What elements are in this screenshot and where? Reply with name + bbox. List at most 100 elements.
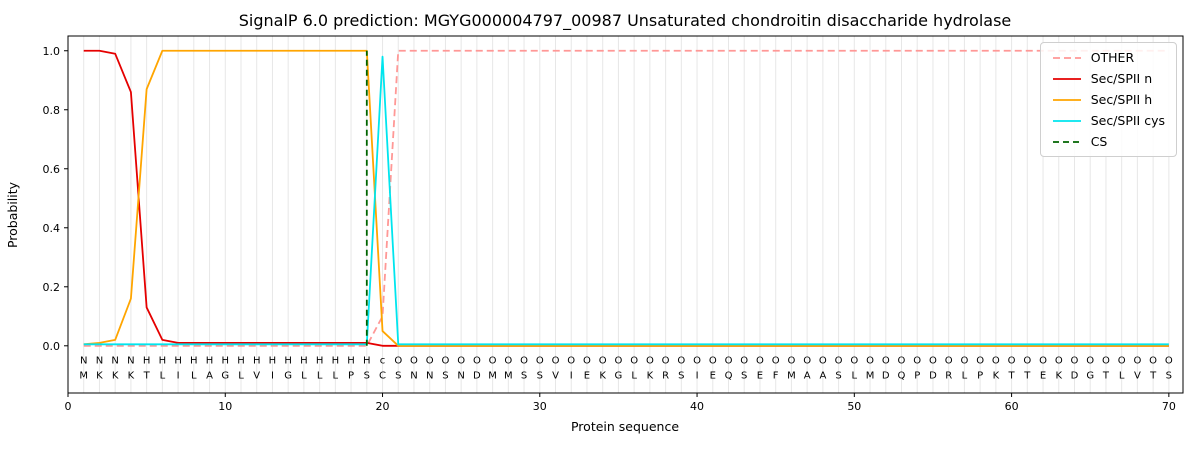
legend-item-sec-spii-h: Sec/SPII h [1052,92,1165,107]
sequence-residue: L [160,370,166,381]
region-label: H [143,356,151,367]
x-tick-label: 60 [1005,400,1019,413]
region-label: O [835,356,843,367]
sequence-residue: E [1040,370,1046,381]
sequence-residue: T [1102,370,1110,381]
region-label: O [882,356,890,367]
sequence-residue: S [835,370,841,381]
sequence-residue: S [537,370,543,381]
region-label: H [347,356,355,367]
region-label: O [520,356,528,367]
region-label: O [473,356,481,367]
legend-label: Sec/SPII n [1090,71,1153,86]
sequence-residue: D [882,370,890,381]
region-label: H [363,356,371,367]
sequence-residue: S [395,370,401,381]
region-label: N [96,356,103,367]
sequence-residue: K [112,370,119,381]
region-label: O [1023,356,1031,367]
x-tick-label: 50 [847,400,861,413]
sequence-residue: L [962,370,968,381]
y-tick-label: 0.4 [43,222,61,235]
region-label: O [725,356,733,367]
sequence-residue: S [442,370,448,381]
sequence-residue: R [662,370,669,381]
legend-line-sample-sec-spii-h [1052,98,1081,101]
sequence-residue: L [631,370,637,381]
legend: OTHER Sec/SPII n Sec/SPII h Sec/SPII cys CS [1039,42,1177,157]
sequence-residue: T [1023,370,1031,381]
region-label: H [316,356,324,367]
sequence-residue: D [1071,370,1079,381]
legend-line-sample-cs [1052,140,1081,143]
legend-label: OTHER [1090,50,1135,65]
sequence-residue: L [191,370,197,381]
sequence-residue: V [253,370,260,381]
region-label: O [913,356,921,367]
sequence-residue: G [1086,370,1094,381]
sequence-residue: G [284,370,292,381]
region-label: H [206,356,214,367]
legend-item-sec-spii-n: Sec/SPII n [1052,71,1165,86]
series-line-sec-spii-n [83,49,1169,347]
sequence-residue: A [804,370,811,381]
region-label: O [960,356,968,367]
sequence-residue: T [143,370,151,381]
y-tick-label: 0.2 [43,281,61,294]
gridlines [83,36,1170,393]
region-label: O [898,356,906,367]
legend-label: Sec/SPII cys [1090,113,1165,128]
region-label: H [300,356,308,367]
region-label: c [380,356,386,367]
sequence-residue: S [678,370,684,381]
region-label: O [552,356,560,367]
region-label: H [284,356,292,367]
legend-item-sec-spii-cys: Sec/SPII cys [1052,113,1165,128]
region-label: O [441,356,449,367]
sequence-residue: F [773,370,779,381]
region-label: O [1071,356,1079,367]
legend-label: Sec/SPII h [1090,92,1153,107]
region-label: H [269,356,277,367]
region-label: O [740,356,748,367]
sequence-residue: G [615,370,623,381]
sequence-residue: L [852,370,858,381]
x-tick-label: 40 [690,400,704,413]
sequence-residue: E [584,370,590,381]
region-label: O [1055,356,1063,367]
region-label: N [127,356,134,367]
y-tick-label: 1.0 [43,45,61,58]
x-tick-label: 20 [376,400,390,413]
sequence-residue: N [426,370,433,381]
legend-item-cs: CS [1052,134,1165,149]
x-axis: 0 10 20 30 40 50 60 70 [65,393,1176,413]
sequence-residue: T [1149,370,1157,381]
region-label: O [850,356,858,367]
legend-line-sample-sec-spii-cys [1052,119,1081,122]
region-label: O [1008,356,1016,367]
legend-line-sample-sec-spii-n [1052,77,1081,80]
series-line-sec-spii-cys [83,55,1169,346]
region-label: O [504,356,512,367]
sequence-residue: N [457,370,464,381]
y-tick-label: 0.8 [43,104,61,117]
sequence-residue: V [1134,370,1141,381]
region-label: O [583,356,591,367]
sequence-residue: Q [725,370,733,381]
sequence-residue: K [128,370,135,381]
region-label: O [866,356,874,367]
sequence-residue: I [696,370,699,381]
region-label: O [646,356,654,367]
x-tick-label: 10 [218,400,232,413]
chart-layers: 0 10 20 30 40 50 60 700.00.20.40.60.81.0N N N N H H H… [43,35,1184,413]
region-label: H [332,356,340,367]
x-axis-label: Protein sequence [571,419,679,434]
region-label: O [992,356,1000,367]
y-tick-label: 0.6 [43,163,61,176]
sequence-residue: N [410,370,417,381]
sequence-residue: K [599,370,606,381]
region-label: O [1118,356,1126,367]
